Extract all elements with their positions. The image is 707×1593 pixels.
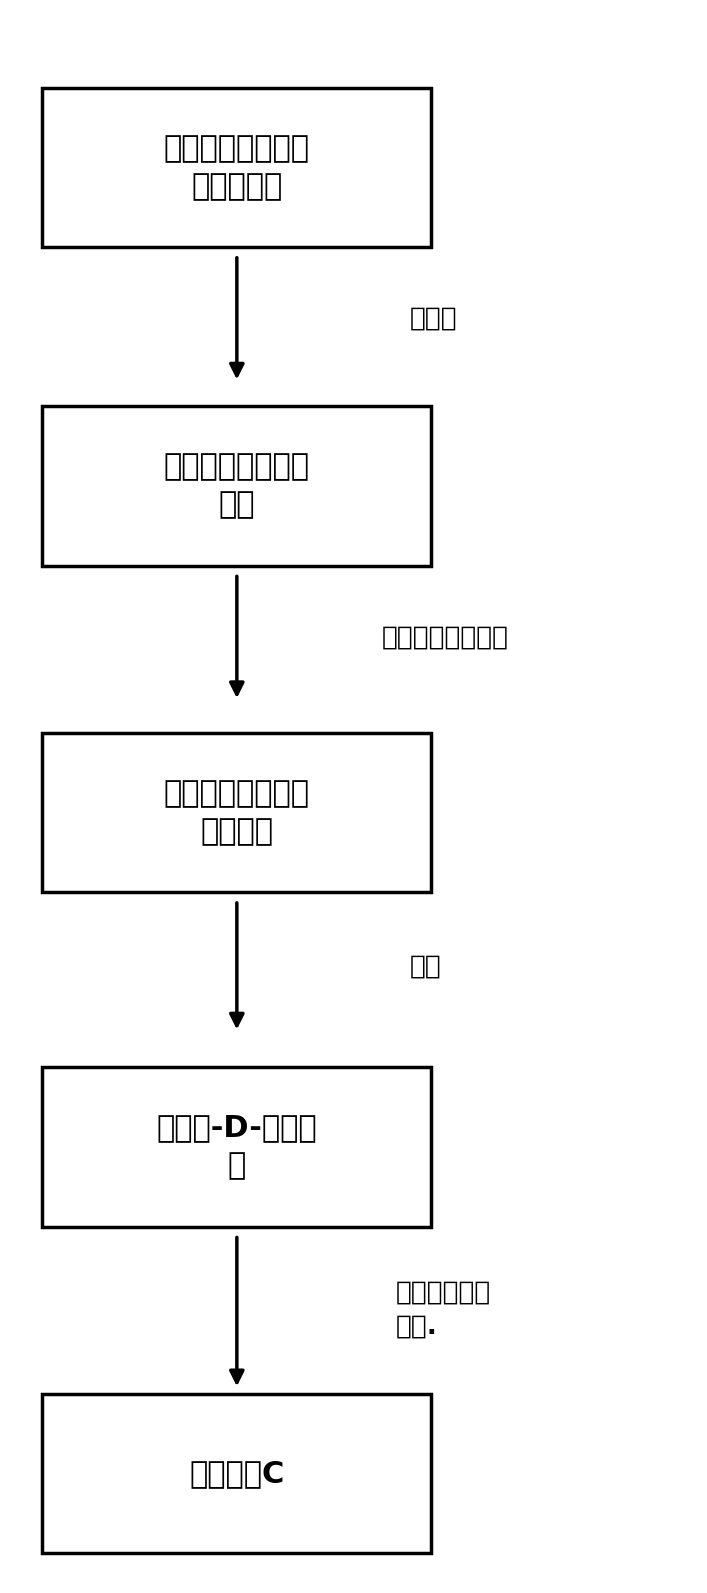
FancyBboxPatch shape bbox=[42, 1394, 431, 1553]
FancyBboxPatch shape bbox=[42, 733, 431, 892]
Text: 异维生素C: 异维生素C bbox=[189, 1459, 284, 1488]
Text: 膜过滤: 膜过滤 bbox=[410, 306, 457, 331]
FancyBboxPatch shape bbox=[42, 406, 431, 566]
Text: 二酮基-D-葡萄糖
酸: 二酮基-D-葡萄糖 酸 bbox=[156, 1114, 317, 1180]
Text: 酯化、转化、
精制.: 酯化、转化、 精制. bbox=[396, 1279, 491, 1340]
FancyBboxPatch shape bbox=[42, 1067, 431, 1227]
Text: 二酮基葡萄糖酸钠
成熟发酵液: 二酮基葡萄糖酸钠 成熟发酵液 bbox=[164, 134, 310, 201]
Text: 离子交换树脂转型: 离子交换树脂转型 bbox=[382, 624, 509, 650]
FancyBboxPatch shape bbox=[42, 88, 431, 247]
Text: 二酮基葡萄糖酸钠
滤液: 二酮基葡萄糖酸钠 滤液 bbox=[164, 452, 310, 519]
Text: 二酮基葡萄糖酸离
子交换液: 二酮基葡萄糖酸离 子交换液 bbox=[164, 779, 310, 846]
Text: 浓缩: 浓缩 bbox=[410, 954, 442, 980]
